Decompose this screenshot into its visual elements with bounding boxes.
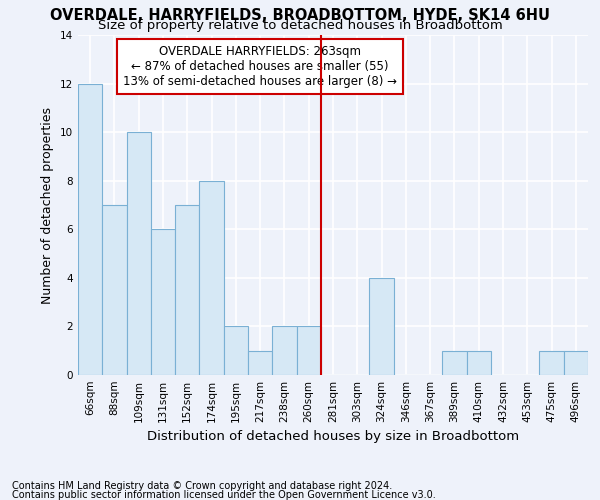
Bar bbox=[370, 278, 394, 375]
Bar bbox=[564, 350, 588, 375]
Text: Contains public sector information licensed under the Open Government Licence v3: Contains public sector information licen… bbox=[12, 490, 436, 500]
Y-axis label: Number of detached properties: Number of detached properties bbox=[41, 106, 55, 304]
Text: Contains HM Land Registry data © Crown copyright and database right 2024.: Contains HM Land Registry data © Crown c… bbox=[12, 481, 392, 491]
Bar bbox=[78, 84, 102, 375]
Text: Size of property relative to detached houses in Broadbottom: Size of property relative to detached ho… bbox=[98, 18, 502, 32]
Text: OVERDALE HARRYFIELDS: 263sqm
← 87% of detached houses are smaller (55)
13% of se: OVERDALE HARRYFIELDS: 263sqm ← 87% of de… bbox=[123, 44, 397, 88]
Bar bbox=[199, 180, 224, 375]
Text: OVERDALE, HARRYFIELDS, BROADBOTTOM, HYDE, SK14 6HU: OVERDALE, HARRYFIELDS, BROADBOTTOM, HYDE… bbox=[50, 8, 550, 22]
X-axis label: Distribution of detached houses by size in Broadbottom: Distribution of detached houses by size … bbox=[147, 430, 519, 444]
Bar bbox=[467, 350, 491, 375]
Bar bbox=[102, 205, 127, 375]
Bar bbox=[442, 350, 467, 375]
Bar bbox=[175, 205, 199, 375]
Bar bbox=[127, 132, 151, 375]
Bar bbox=[151, 230, 175, 375]
Bar bbox=[296, 326, 321, 375]
Bar bbox=[272, 326, 296, 375]
Bar bbox=[539, 350, 564, 375]
Bar bbox=[248, 350, 272, 375]
Bar bbox=[224, 326, 248, 375]
